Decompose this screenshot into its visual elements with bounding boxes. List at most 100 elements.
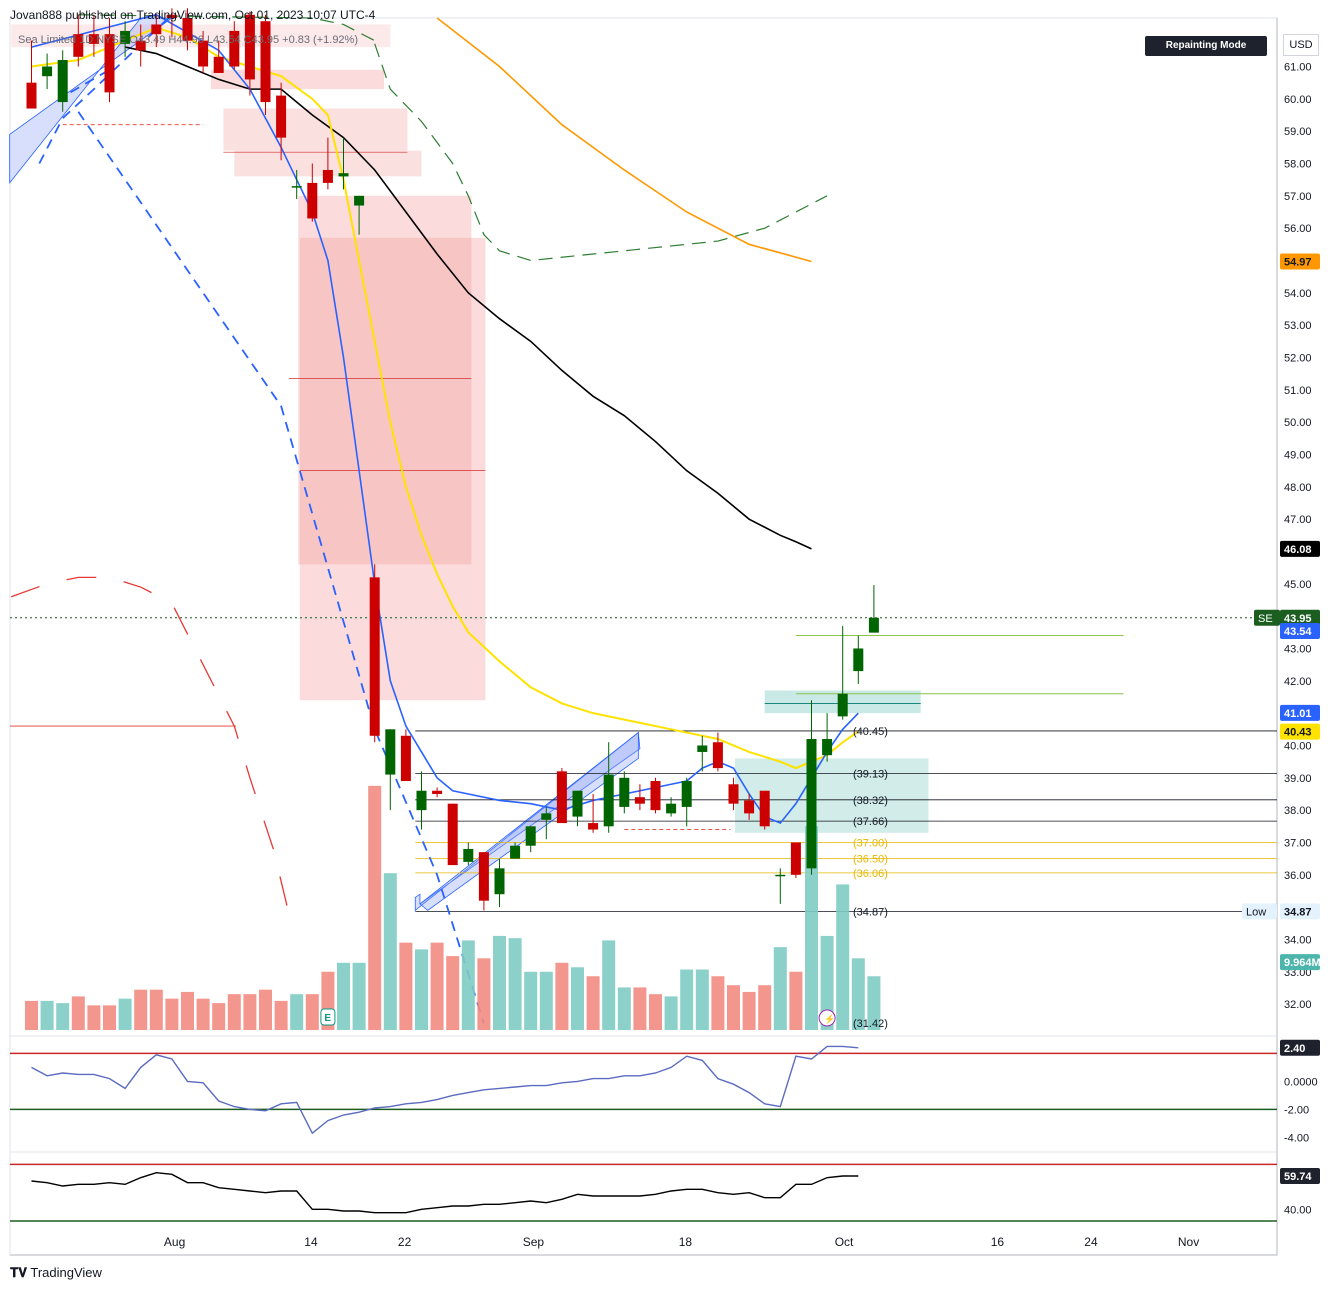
candle-body [260,21,271,103]
price-axis-tag [1280,623,1320,640]
time-axis-label: 22 [398,1235,412,1249]
cci-tick-label: 0.0000 [1284,1076,1318,1088]
candle-body [868,617,879,633]
symbol-legend: Sea Limited 1D NYSE O43.49 H44.96 L43.54… [18,34,358,46]
volume-bar [259,989,272,1030]
published-line: Jovan888 published on TradingView.com, O… [10,8,376,22]
brand-name: TradingView [30,1265,102,1280]
candle-body [276,95,287,138]
price-tick-label: 47.00 [1284,514,1312,526]
candle-body [400,735,411,782]
level-label: (39.13) [853,769,888,781]
volume-bar [477,958,491,1030]
candle-body [244,14,255,80]
green-dashed-curve [374,43,828,262]
repainting-badge: Repainting Mode Enabled [1145,36,1267,71]
earnings-marker-text: E [324,1013,331,1024]
volume-bar [87,1005,101,1030]
volume-bar [758,985,772,1030]
price-axis-tag [1254,609,1280,626]
volume-bar [836,884,850,1030]
volume-bar [352,962,366,1030]
volume-bar [602,940,616,1030]
price-tick-label: 60.00 [1284,94,1312,106]
price-axis-tag-text: 40.43 [1284,727,1312,739]
price-axis-tag [1280,723,1320,740]
blue-dashed-line [70,68,110,94]
candle-body [182,18,193,41]
price-axis-tag-text: 54.97 [1284,256,1312,268]
candle-body [697,745,708,752]
time-axis-label: 16 [991,1235,1005,1249]
volume-bar [56,1003,70,1030]
volume-bar [617,987,631,1030]
dividend-marker-icon [818,1009,836,1027]
volume-bar [493,935,506,1030]
volume-bar [742,991,756,1030]
supply-zone [299,237,486,701]
price-axis-tag-text: 34.87 [1284,906,1312,918]
candle-body [26,82,37,109]
level-label: (36.50) [853,854,888,866]
candle-body [88,34,99,44]
candle-body [307,182,318,219]
time-axis-label: Oct [835,1235,854,1249]
red-dashed-arc [10,576,290,914]
currency-button[interactable]: USD [1283,34,1319,56]
time-axis-label: 18 [679,1235,693,1249]
volume-bar [103,1005,116,1030]
candle-body [728,784,739,804]
volume-bar [867,976,881,1030]
price-tick-label: 48.00 [1284,482,1312,494]
candle-body [135,40,146,51]
price-tick-label: 39.00 [1284,773,1312,785]
volume-bar [711,976,725,1030]
dividend-marker-text: ⚡ [824,1013,835,1025]
candle-body [853,648,864,672]
volume-bar [118,998,132,1030]
candle-body [478,852,489,901]
ema-blue-line [31,13,859,825]
volume-bar [430,942,444,1030]
candle-body [447,803,458,866]
volume-bar [227,994,241,1030]
volume-bar [680,969,694,1030]
volume-bar [165,998,179,1030]
price-axis-tag [1280,954,1320,971]
time-axis-label: Sep [523,1235,545,1249]
price-tick-label: 40.00 [1284,740,1312,752]
volume-bar [40,1000,54,1030]
candle-body [57,60,68,103]
price-tick-label: 58.00 [1284,158,1312,170]
volume-bar [149,989,163,1030]
candle-body [775,874,786,877]
ema-black-line [124,46,812,550]
volume-bar [555,962,569,1030]
cci-tick-label: -2.00 [1284,1104,1309,1116]
price-axis-tag [1280,903,1320,920]
volume-bar [446,956,460,1030]
level-label: (31.42) [853,1018,888,1030]
level-label: (34.87) [853,906,888,918]
candle-body [510,845,521,859]
volume-bar [524,971,538,1030]
volume-bar [586,976,600,1030]
volume-bar [25,1000,38,1030]
volume-bar [649,994,662,1030]
price-tick-label: 52.00 [1284,352,1312,364]
candle-body [104,34,115,93]
volume-bar [368,785,382,1030]
volume-bar [805,826,818,1030]
price-tick-label: 51.00 [1284,385,1312,397]
cci-line [31,1045,859,1135]
candle-body [151,24,162,35]
price-axis-tag [1280,540,1320,557]
level-label: (37.66) [853,816,888,828]
candle-body [744,800,755,814]
price-tick-label: 53.00 [1284,320,1312,332]
price-axis-tag [1280,704,1320,721]
candle-body [213,56,224,73]
time-axis-label: Nov [1178,1235,1199,1249]
volume-bar [181,991,194,1030]
